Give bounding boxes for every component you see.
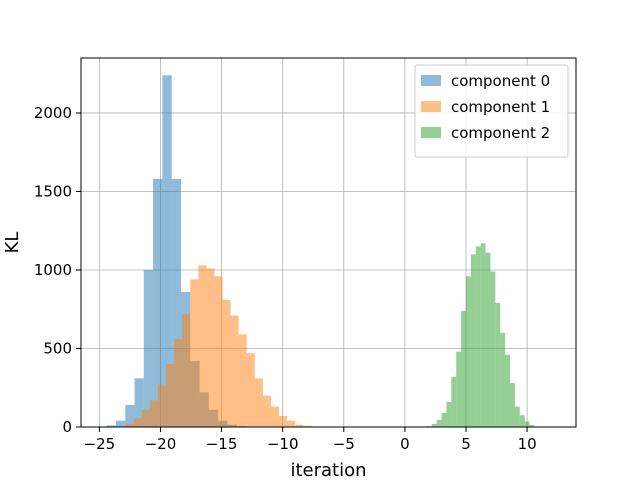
histogram-bar (470, 254, 476, 427)
histogram-bar (158, 384, 167, 427)
x-tick-label: −10 (267, 435, 299, 453)
histogram-bar (519, 415, 525, 427)
plot-frame (80, 57, 577, 428)
histogram-bar (475, 246, 481, 427)
histogram-bar (162, 75, 172, 427)
histogram-bar (500, 332, 506, 427)
y-tick-label: 1000 (34, 261, 72, 279)
histogram-bar (190, 279, 199, 427)
histogram-bar (480, 243, 486, 427)
histogram-bar (514, 406, 520, 427)
legend-label: component 1 (451, 98, 550, 116)
histogram-bar (230, 315, 239, 427)
histogram-bar (143, 269, 154, 427)
histogram-bar (461, 310, 466, 427)
histogram-bar (125, 423, 134, 427)
histogram-bar (485, 252, 491, 427)
histogram-bar (451, 376, 457, 427)
y-tick-label: 2000 (34, 104, 72, 122)
x-tick-label: 5 (461, 435, 471, 453)
histogram-bar (254, 378, 263, 427)
histogram-bar (153, 178, 163, 427)
histogram-bar (436, 419, 442, 427)
legend: component 0 component 1 component 2 (414, 64, 569, 158)
legend-label: component 0 (451, 72, 550, 90)
histogram-bar (246, 353, 255, 427)
histogram-bars (106, 75, 540, 427)
y-tick-label: 1500 (34, 182, 72, 200)
y-tick-label: 0 (62, 418, 72, 436)
histogram-bar (505, 354, 510, 427)
histogram-bar (214, 276, 223, 427)
x-tick-label: −20 (145, 435, 177, 453)
legend-swatch (421, 75, 441, 86)
histogram-bar (441, 412, 447, 427)
x-tick-label: 10 (518, 435, 537, 453)
y-tick-label: 500 (43, 339, 72, 357)
series-2-bars (426, 243, 540, 427)
legend-swatch (421, 101, 441, 112)
histogram-bar (262, 395, 271, 427)
histogram-bar (174, 339, 183, 427)
x-tick-label: 0 (400, 435, 410, 453)
x-tick-label: −15 (206, 435, 238, 453)
histogram-bar (171, 178, 181, 427)
x-tick-label: −25 (84, 435, 116, 453)
x-tick-label: −5 (333, 435, 355, 453)
legend-swatch (421, 127, 441, 138)
histogram-bar (134, 378, 144, 427)
histogram-bar (279, 416, 288, 427)
histogram-bar (270, 406, 279, 427)
histogram-bar (490, 271, 496, 427)
histogram-bar (115, 420, 126, 427)
y-axis-label: KL (2, 232, 23, 254)
legend-box (414, 64, 569, 158)
x-axis-label: iteration (290, 460, 366, 480)
histogram-bar (510, 383, 515, 427)
histogram-bar (106, 425, 116, 427)
histogram-bar (149, 400, 158, 427)
axis-ticks: −25 −20 −15 −10 −5 0 5 10 0 500 1000 1500 2000 (34, 104, 537, 453)
histogram-bar (529, 425, 535, 427)
histogram-bar (198, 265, 207, 427)
histogram-bar (456, 351, 462, 427)
series-1-bars (117, 265, 320, 427)
histogram-bar (133, 418, 142, 427)
histogram-bar (238, 334, 247, 427)
histogram-bar (141, 409, 150, 427)
histogram-bar (182, 313, 191, 427)
histogram-bar (303, 425, 312, 427)
histogram-bar (295, 424, 304, 427)
histogram-bar (466, 276, 471, 427)
histogram-bar (495, 302, 501, 427)
histogram-bar (524, 421, 530, 427)
legend-label: component 2 (451, 124, 550, 142)
histogram-bar (166, 364, 175, 427)
histogram-bar (446, 401, 452, 427)
histogram-bar (222, 299, 231, 427)
histogram-bar (206, 268, 215, 427)
histogram-bar (287, 420, 296, 427)
histogram-bar (431, 423, 437, 427)
histogram-bar (125, 405, 135, 427)
